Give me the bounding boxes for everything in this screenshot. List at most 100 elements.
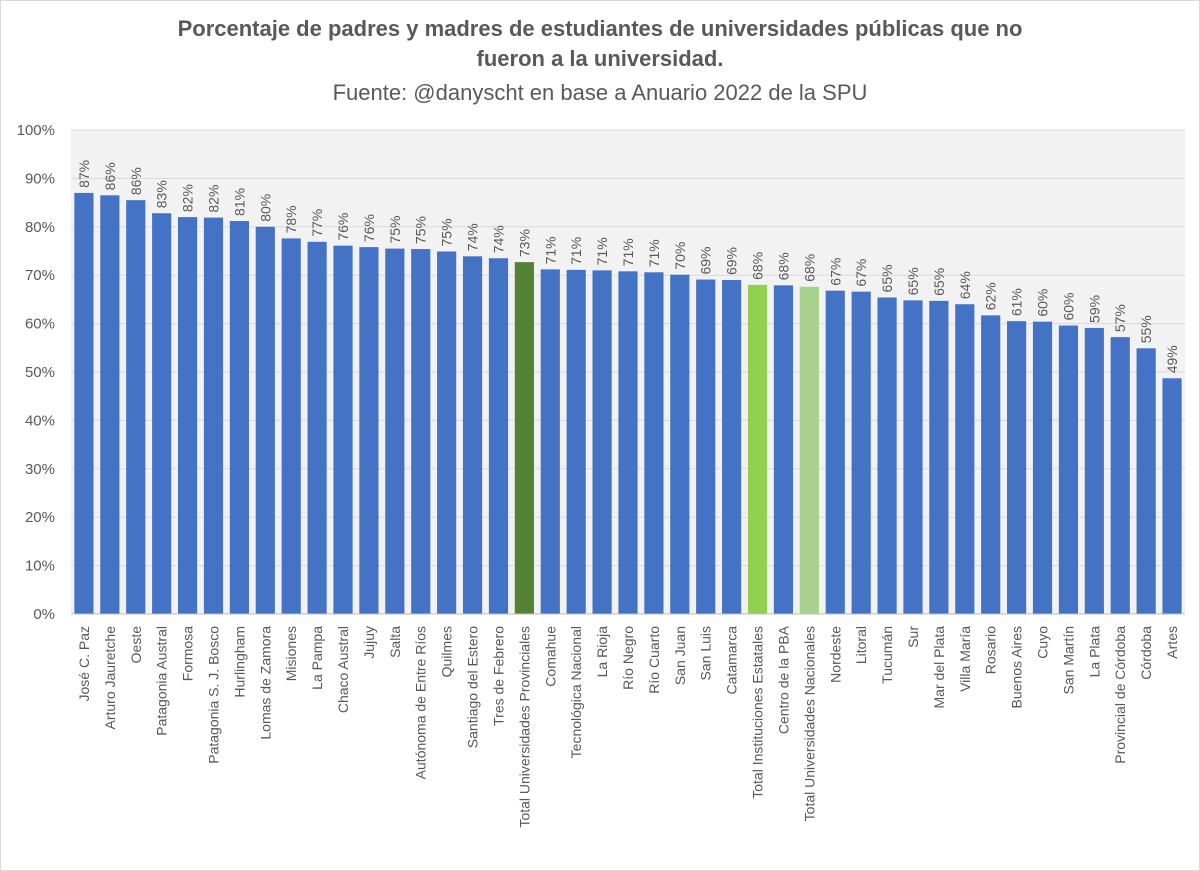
x-tick-label: Buenos Aires <box>1009 626 1025 709</box>
data-label: 86% <box>128 167 144 195</box>
data-label: 71% <box>646 239 662 267</box>
bar <box>773 285 794 614</box>
bar <box>955 304 975 614</box>
x-tick-label: Tucumán <box>879 626 895 684</box>
data-label: 87% <box>76 160 92 188</box>
data-label: 60% <box>1035 289 1051 317</box>
x-tick-label: Litoral <box>853 626 869 664</box>
x-tick-label: Provincial de Córdoba <box>1112 626 1128 764</box>
chart-title: Porcentaje de padres y madres de estudia… <box>0 14 1200 74</box>
bar <box>929 300 949 614</box>
bar <box>385 248 405 614</box>
y-tick-label: 20% <box>25 509 55 526</box>
bar <box>126 200 146 614</box>
x-tick-label: Formosa <box>180 626 196 681</box>
x-tick-label: José C. Paz <box>76 626 92 701</box>
data-label: 77% <box>309 209 325 237</box>
bar <box>540 269 560 614</box>
bar <box>722 280 742 614</box>
data-label: 71% <box>620 238 636 266</box>
x-axis-tick-labels: José C. Paz Arturo Jauretche Oeste Patagoni… <box>76 625 1180 827</box>
bar <box>1162 378 1182 614</box>
bar <box>747 284 768 614</box>
bar <box>670 274 690 614</box>
bar <box>437 251 457 614</box>
bar <box>177 217 198 614</box>
data-label: 61% <box>1009 288 1025 316</box>
data-label: 71% <box>568 237 584 265</box>
data-label: 80% <box>257 194 273 222</box>
x-tick-label: La Pampa <box>309 626 325 690</box>
bar <box>799 286 819 614</box>
data-label: 78% <box>283 205 299 233</box>
data-label: 74% <box>465 223 481 251</box>
x-tick-label: Comahue <box>542 626 558 687</box>
x-tick-label: Arturo Jauretche <box>102 626 118 730</box>
y-tick-label: 50% <box>25 364 55 381</box>
x-tick-label: Jujuy <box>361 626 377 659</box>
bar <box>307 241 327 614</box>
chart-subtitle: Fuente: @danyscht en base a Anuario 2022… <box>332 80 868 105</box>
x-tick-label: La Rioja <box>594 626 610 678</box>
data-label: 67% <box>827 258 843 286</box>
bar <box>825 290 845 614</box>
bar <box>74 192 94 615</box>
data-label: 68% <box>750 252 766 280</box>
x-tick-label: Hurlingham <box>231 626 247 698</box>
chart-title-line-2: fueron a la universidad. <box>476 46 724 71</box>
y-tick-label: 60% <box>25 316 55 333</box>
data-label: 65% <box>879 264 895 292</box>
bar <box>152 213 172 615</box>
x-tick-label: Catamarca <box>724 626 740 695</box>
data-label: 71% <box>542 236 558 264</box>
x-tick-label: Córdoba <box>1138 626 1154 680</box>
bar <box>229 220 249 614</box>
data-label: 69% <box>698 247 714 275</box>
bar <box>488 258 509 614</box>
x-tick-label: Río Cuarto <box>646 626 662 694</box>
y-tick-label: 90% <box>25 170 55 187</box>
chart-title-line-1: Porcentaje de padres y madres de estudia… <box>177 16 1023 41</box>
x-tick-label: Total Universidades Nacionales <box>801 626 817 821</box>
data-label: 65% <box>931 268 947 296</box>
x-tick-label: La Plata <box>1086 626 1102 678</box>
bar <box>100 195 120 614</box>
x-tick-label: Mar del Plata <box>931 626 947 709</box>
y-tick-label: 100% <box>17 122 55 139</box>
data-label: 82% <box>205 185 221 213</box>
bar <box>1084 327 1104 614</box>
data-label: 57% <box>1112 304 1128 332</box>
x-tick-label: Río Negro <box>620 626 636 690</box>
x-tick-label: Centro de la PBA <box>775 625 791 734</box>
x-tick-label: Rosario <box>983 626 999 674</box>
y-tick-label: 70% <box>25 267 55 284</box>
x-tick-label: Tecnológica Nacional <box>568 626 584 758</box>
data-label: 70% <box>672 242 688 270</box>
data-label: 49% <box>1164 345 1180 373</box>
data-label: 76% <box>361 214 377 242</box>
data-label: 62% <box>983 282 999 310</box>
x-tick-label: Nordeste <box>827 626 843 683</box>
data-labels: 87% 86% 86% 83% 82% 82% 81% 80% 78% 77% 76% 76% 75% 7… <box>76 160 1180 373</box>
bar <box>1058 325 1079 614</box>
y-tick-label: 40% <box>25 412 55 429</box>
x-tick-label: San Luis <box>698 626 714 680</box>
bar <box>514 262 534 614</box>
data-label: 75% <box>413 216 429 244</box>
x-tick-label: Sur <box>905 626 921 648</box>
bar <box>1136 348 1156 614</box>
data-label: 75% <box>387 216 403 244</box>
x-tick-label: Santiago del Estero <box>465 626 481 748</box>
x-tick-label: Misiones <box>283 626 299 681</box>
x-tick-label: Oeste <box>128 626 144 664</box>
bar <box>359 247 379 615</box>
bar <box>1007 321 1027 614</box>
bar <box>618 271 638 614</box>
data-label: 64% <box>957 271 973 299</box>
bar <box>877 297 897 614</box>
data-label: 73% <box>516 229 532 257</box>
bars <box>74 192 1182 615</box>
data-label: 60% <box>1060 293 1076 321</box>
bar <box>255 226 275 615</box>
